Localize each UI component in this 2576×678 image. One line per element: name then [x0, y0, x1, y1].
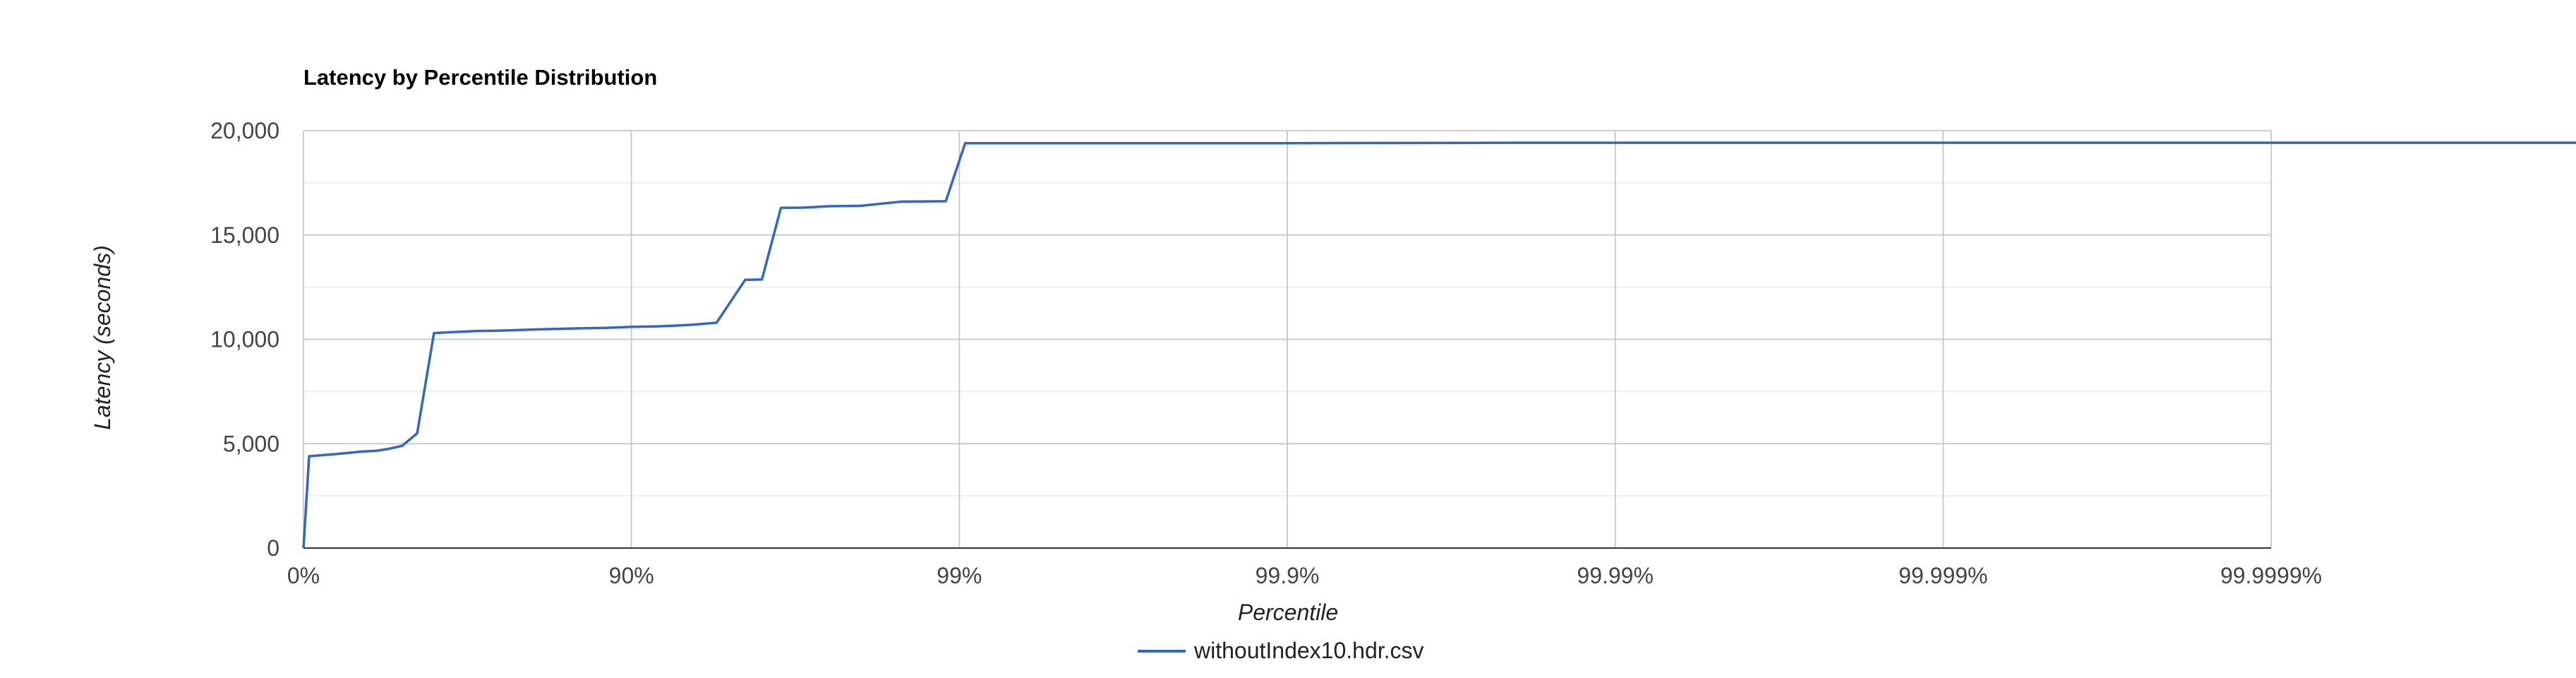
y-tick-label: 20,000	[210, 118, 279, 143]
x-tick-label: 99%	[937, 563, 982, 588]
grid	[303, 130, 2272, 548]
x-tick-label: 99.9%	[1256, 563, 1320, 588]
x-tick-label: 99.9999%	[2220, 563, 2322, 588]
x-tick-label: 90%	[609, 563, 654, 588]
legend: withoutIndex10.hdr.csv	[1138, 638, 1424, 663]
y-tick-label: 5,000	[223, 431, 279, 456]
x-axis-label: Percentile	[1238, 600, 1338, 625]
x-axis-ticks: 0% 90% 99% 99.9% 99.99% 99.999% 99.9999%	[287, 563, 2322, 588]
y-tick-label: 15,000	[210, 222, 279, 248]
x-tick-label: 99.99%	[1577, 563, 1654, 588]
y-axis-ticks: 0 5,000 10,000 15,000 20,000	[210, 118, 279, 561]
x-tick-label: 0%	[287, 563, 320, 588]
legend-label: withoutIndex10.hdr.csv	[1193, 638, 1424, 663]
y-axis-label: Latency (seconds)	[90, 245, 115, 429]
series-line	[302, 141, 2576, 549]
x-tick-label: 99.999%	[1898, 563, 1987, 588]
chart-title: Latency by Percentile Distribution	[303, 65, 657, 90]
y-tick-label: 10,000	[210, 327, 279, 352]
y-tick-label: 0	[267, 535, 279, 561]
